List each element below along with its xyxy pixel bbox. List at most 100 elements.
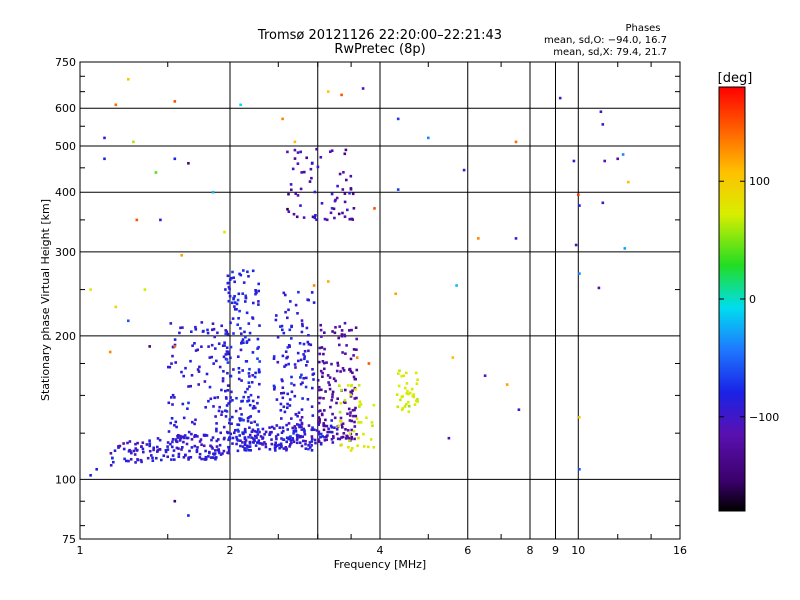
- data-point: [261, 427, 265, 431]
- data-point: [234, 429, 237, 432]
- data-point: [174, 361, 177, 364]
- data-point: [158, 448, 161, 451]
- data-point: [331, 393, 334, 396]
- data-point: [351, 409, 355, 412]
- data-point: [181, 402, 185, 406]
- data-point: [349, 414, 352, 417]
- data-point: [219, 431, 222, 435]
- data-point: [601, 123, 605, 126]
- data-point: [355, 433, 358, 436]
- data-point: [114, 305, 118, 309]
- data-point: [222, 425, 226, 429]
- data-point: [333, 199, 337, 203]
- data-point: [275, 424, 279, 427]
- data-point: [394, 292, 397, 296]
- data-point: [187, 385, 190, 388]
- data-point: [183, 434, 187, 437]
- data-point: [329, 405, 332, 409]
- data-point: [171, 454, 175, 457]
- data-point: [166, 445, 169, 448]
- data-point: [310, 291, 314, 294]
- data-point: [114, 103, 118, 107]
- data-point: [558, 96, 562, 100]
- data-point: [261, 436, 265, 439]
- data-point: [340, 334, 344, 338]
- data-point: [169, 322, 173, 325]
- data-point: [350, 384, 353, 388]
- data-point: [215, 439, 219, 443]
- data-point: [187, 514, 190, 517]
- data-point: [233, 301, 237, 304]
- data-point: [134, 442, 137, 446]
- data-point: [225, 404, 229, 407]
- data-point: [182, 456, 186, 459]
- y-tick-label: 100: [55, 473, 76, 486]
- data-point: [217, 409, 221, 413]
- data-point: [220, 324, 223, 328]
- data-point: [330, 419, 333, 422]
- data-point: [174, 420, 178, 424]
- data-point: [132, 140, 135, 144]
- data-point: [351, 389, 354, 392]
- data-point: [237, 371, 241, 374]
- data-point: [190, 446, 194, 449]
- data-point: [313, 216, 317, 220]
- data-point: [237, 292, 241, 296]
- data-point: [292, 383, 296, 387]
- data-point: [309, 446, 312, 449]
- data-point: [154, 171, 158, 174]
- data-point: [210, 343, 214, 347]
- data-point: [224, 389, 227, 393]
- data-point: [255, 291, 258, 295]
- data-point: [150, 454, 153, 457]
- data-point: [616, 157, 619, 161]
- y-tick-label: 300: [55, 246, 76, 259]
- data-point: [300, 330, 304, 334]
- data-point: [198, 452, 202, 456]
- data-point: [332, 377, 336, 380]
- data-point: [224, 396, 228, 399]
- data-point: [220, 410, 224, 414]
- data-point: [451, 356, 455, 359]
- data-point: [182, 416, 186, 420]
- data-point: [310, 449, 314, 452]
- data-point: [208, 385, 212, 389]
- data-point: [180, 448, 183, 451]
- data-point: [174, 438, 178, 441]
- data-point: [225, 350, 229, 353]
- data-point: [202, 433, 206, 437]
- data-point: [347, 384, 350, 387]
- data-point: [227, 299, 231, 303]
- data-point: [325, 218, 329, 222]
- data-point: [224, 415, 228, 418]
- data-point: [129, 458, 133, 461]
- data-point: [350, 419, 353, 423]
- data-point: [111, 456, 114, 460]
- data-point: [279, 325, 282, 328]
- data-point: [333, 216, 336, 220]
- data-point: [252, 437, 255, 440]
- data-point: [343, 215, 347, 218]
- data-point: [293, 140, 297, 144]
- data-point: [318, 360, 321, 364]
- data-point: [348, 367, 352, 371]
- data-point: [297, 290, 300, 294]
- data-point: [280, 378, 284, 381]
- data-point: [244, 300, 247, 303]
- data-point: [235, 396, 238, 400]
- data-point: [330, 398, 333, 402]
- data-point: [171, 445, 174, 449]
- data-point: [155, 456, 158, 460]
- data-point: [347, 407, 351, 411]
- data-point: [194, 328, 198, 331]
- data-point: [142, 450, 145, 454]
- data-point: [247, 448, 251, 452]
- data-point: [289, 443, 292, 446]
- data-point: [240, 332, 243, 335]
- data-point: [250, 430, 254, 433]
- data-point: [329, 211, 333, 215]
- data-point: [236, 439, 240, 442]
- data-point: [256, 337, 260, 341]
- data-point: [226, 430, 229, 434]
- data-point: [316, 379, 320, 382]
